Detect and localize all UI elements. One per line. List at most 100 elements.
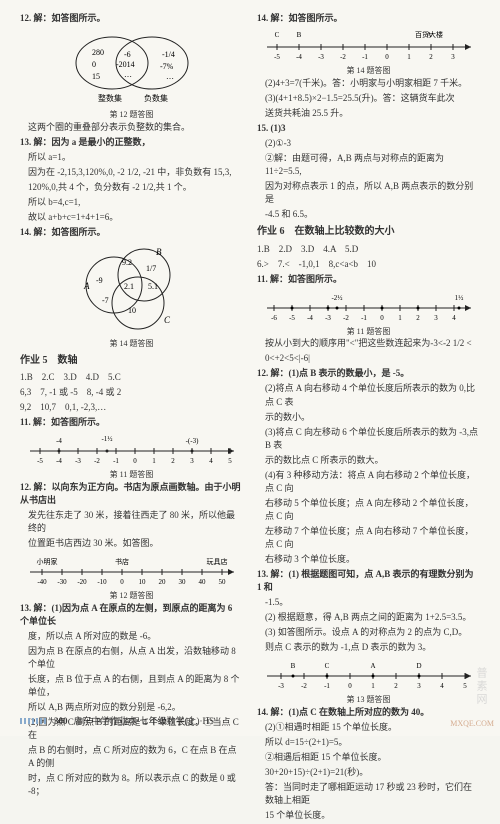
svg-text:小明家: 小明家: [36, 557, 57, 566]
text-line: 长度，点 B 位于点 A 的右侧，且到点 A 的距离为 8 个单位，: [20, 673, 243, 699]
svg-text:-2014: -2014: [116, 60, 135, 69]
number-line-q11: -5-4-3-2-1012345 -4-1½-(-3): [22, 431, 242, 467]
text-line: 则点 C 表示的数为 -1,点 D 表示的数为 3。: [257, 641, 480, 654]
svg-text:1: 1: [152, 457, 156, 465]
text-line: -4.5 和 6.5。: [257, 208, 480, 221]
svg-text:0: 0: [120, 578, 124, 586]
text-line: 所以 d=15÷(2+1)=5。: [257, 736, 480, 749]
text-line: (2)将点 A 向右移动 4 个单位长度后所表示的数为 0,比点 C 表: [257, 382, 480, 408]
svg-text:5: 5: [228, 457, 232, 465]
svg-text:0: 0: [133, 457, 137, 465]
svg-text:4: 4: [452, 314, 456, 322]
svg-text:1/7: 1/7: [146, 264, 156, 273]
svg-text:-1: -1: [113, 457, 119, 465]
answers-row: 9,2 10,7 0,1, -2,3,…: [20, 401, 243, 414]
text-line: 所以 a=1。: [20, 151, 243, 164]
text-line: 送货共耗油 25.5 升。: [257, 107, 480, 120]
text-line: (3)将点 C 向左移动 6 个单位长度后所表示的数为 -3,点 B 表: [257, 426, 480, 452]
svg-text:整数集: 整数集: [98, 93, 122, 103]
svg-text:1: 1: [398, 314, 402, 322]
svg-text:-20: -20: [77, 578, 87, 586]
svg-text:C: C: [324, 662, 329, 670]
text-line: 30+20+15)÷(2+1)=21(秒)。: [257, 766, 480, 779]
svg-text:-2: -2: [340, 53, 346, 61]
svg-text:-4: -4: [56, 437, 62, 445]
svg-text:-10: -10: [97, 578, 107, 586]
text-line: 右移动 3 个单位长度。: [257, 553, 480, 566]
page-footer: 300 启东中学作业本·七年级数学(上)·HS: [20, 715, 214, 728]
footer-decoration: [20, 718, 48, 724]
svg-text:3: 3: [190, 457, 194, 465]
fig-caption-nl12: 第 12 题答图: [20, 590, 243, 602]
text-line: 右移动 5 个单位长度；点 A 向左移动 2 个单位长度，点 C 向: [257, 497, 480, 523]
text-line: 所以 A,B 两点所对应的数分别是 -6,2。: [20, 701, 243, 714]
svg-text:A: A: [426, 31, 431, 39]
text-line: 位置距书店西边 30 米。如答图。: [20, 537, 243, 550]
text-line: (3) 如答图所示。设点 A 的对称点为 2 的点为 C,D。: [257, 626, 480, 639]
svg-text:-1: -1: [361, 314, 367, 322]
venn-diagram-q14: A B C 9.2 1/7 -9 2.1 5.1 -7 10: [72, 241, 192, 336]
text-line: 示的数小。: [257, 411, 480, 424]
svg-text:280: 280: [92, 48, 104, 57]
svg-text:-1: -1: [362, 53, 368, 61]
svg-text:9.2: 9.2: [122, 258, 132, 267]
svg-text:…: …: [166, 72, 174, 81]
text-line: 左移动 7 个单位长度；点 A 向右移动 7 个单位长度，点 C 向: [257, 525, 480, 551]
svg-text:-3: -3: [318, 53, 324, 61]
text-line: 这两个圈的重叠部分表示负整数的集合。: [20, 121, 243, 134]
number-line-q13r: -3-2-1012345 BCAD: [259, 656, 479, 692]
svg-text:-4: -4: [307, 314, 313, 322]
fig-caption-14: 第 14 题答图: [20, 338, 243, 350]
text-line: 故以 a+b+c=1+4+1=6。: [20, 211, 243, 224]
svg-text:0: 0: [380, 314, 384, 322]
footer-title: 启东中学作业本·七年级数学(上)·HS: [74, 715, 215, 728]
svg-text:20: 20: [158, 578, 166, 586]
text-line: 点 B 的右侧时，点 C 所对应的数为 6，C 在点 B 在点 A 的侧: [20, 744, 243, 770]
svg-text:-5: -5: [289, 314, 295, 322]
svg-text:-1½: -1½: [101, 435, 112, 443]
text-line: 15 个单位长度。: [257, 809, 480, 822]
svg-text:-2: -2: [94, 457, 100, 465]
number-line-q11r: -6-5-4-3-2-101234 -2½1½: [259, 288, 479, 324]
text-line: (3)(4+1+8.5)×2−1.5=25.5(升)。答：这辆货车此次: [257, 92, 480, 105]
text-line: 示的数比点 C 所表示的数大。: [257, 454, 480, 467]
text-line: 度，所以点 A 所对应的数是 -6。: [20, 630, 243, 643]
svg-text:-3: -3: [325, 314, 331, 322]
svg-text:5.1: 5.1: [148, 282, 158, 291]
right-column: 14. 解：如答图所示。 C百货大楼 BA -5-4-3-2-10123 第 1…: [257, 12, 480, 824]
answers-row: 1.B 2.C 3.D 4.D 5.C: [20, 371, 243, 384]
svg-text:-9: -9: [96, 276, 103, 285]
text-line: 答：当同时走了哪相距运动 17 秒或 23 秒时，它们在数轴上相距: [257, 781, 480, 807]
item-13r: 13. 解：(1) 根据题图可知，点 A,B 表示的有理数分别为 1 和: [257, 568, 480, 594]
svg-text:-3: -3: [75, 457, 81, 465]
svg-text:5: 5: [463, 682, 467, 690]
item-15: 15. (1)3: [257, 122, 480, 135]
svg-text:…: …: [124, 70, 132, 79]
svg-text:-5: -5: [37, 457, 43, 465]
section-6-title: 作业 6 在数轴上比较数的大小: [257, 225, 480, 240]
svg-text:0: 0: [92, 60, 96, 69]
left-column: 12. 解：如答图所示。 280 0 15 -6 -2014 … -1/4 -7…: [20, 12, 243, 824]
fig-caption-nl11r: 第 11 题答图: [257, 326, 480, 338]
fig-caption-nl14: 第 14 题答图: [257, 65, 480, 77]
svg-text:15: 15: [92, 72, 100, 81]
svg-text:玩具店: 玩具店: [206, 557, 227, 566]
item-14rb: 14. 解：(1)点 C 在数轴上所对应的数为 40。: [257, 706, 480, 719]
svg-text:-6: -6: [124, 50, 131, 59]
text-line: (2)①-3: [257, 137, 480, 150]
svg-text:3: 3: [451, 53, 455, 61]
svg-text:0: 0: [348, 682, 352, 690]
svg-text:0: 0: [385, 53, 389, 61]
svg-text:2: 2: [429, 53, 433, 61]
item-13: 13. 解：因为 a 是最小的正整数，: [20, 136, 243, 149]
item-11: 11. 解：如答图所示。: [20, 416, 243, 429]
svg-text:-40: -40: [37, 578, 47, 586]
svg-text:4: 4: [209, 457, 213, 465]
item-14r: 14. 解：如答图所示。: [257, 12, 480, 25]
watermark: 普素网: [472, 667, 488, 706]
svg-text:2: 2: [416, 314, 420, 322]
text-line: 发先往东走了 30 米，接着往西走了 80 米，所以他最终的: [20, 509, 243, 535]
fig-caption-12: 第 12 题答图: [20, 109, 243, 121]
svg-text:10: 10: [138, 578, 146, 586]
item-12: 12. 解：如答图所示。: [20, 12, 243, 25]
